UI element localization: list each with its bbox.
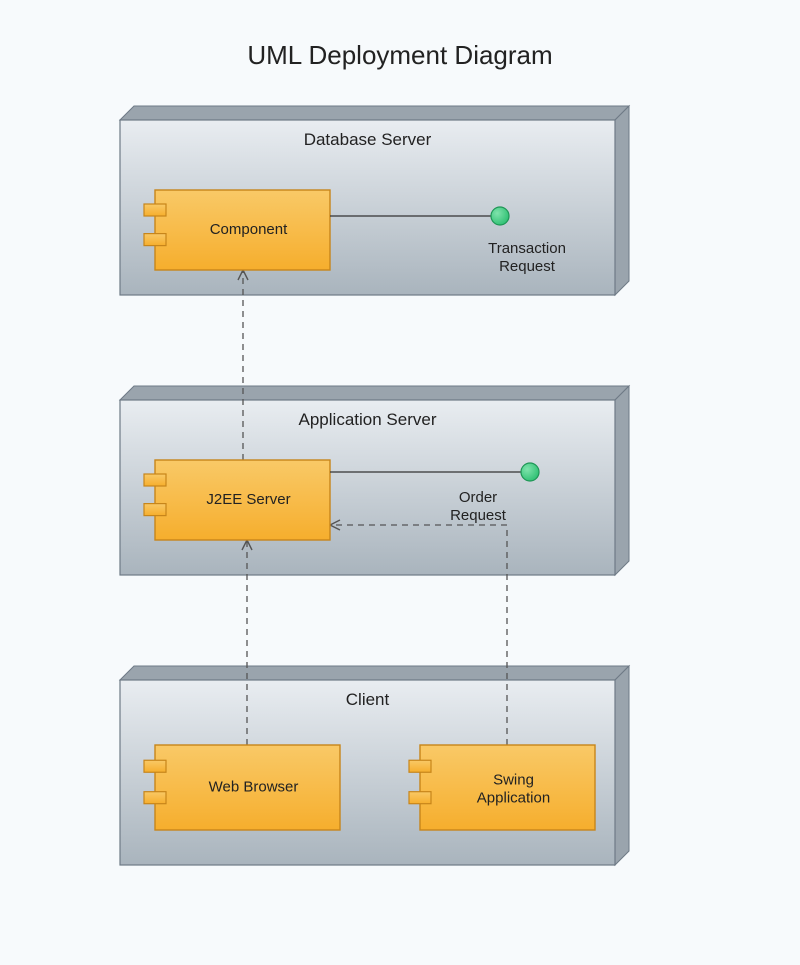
node-title-app: Application Server xyxy=(299,410,437,429)
component-label-db_comp: Component xyxy=(210,221,288,238)
node-title-client: Client xyxy=(346,690,390,709)
component-j2ee: J2EE Server xyxy=(144,460,330,540)
node-title-db: Database Server xyxy=(304,130,432,149)
diagram-stage: UML Deployment Diagram Database Server Ap… xyxy=(0,0,800,965)
component-web: Web Browser xyxy=(144,745,340,830)
diagram-svg: Database Server Application Server Client C… xyxy=(0,0,800,965)
component-swing: SwingApplication xyxy=(409,745,595,830)
interface-label-tx_req: TransactionRequest xyxy=(488,240,566,275)
component-label-web: Web Browser xyxy=(209,778,299,795)
diagram-title: UML Deployment Diagram xyxy=(0,40,800,71)
component-db_comp: Component xyxy=(144,190,330,270)
interface-ball-order_req xyxy=(521,463,539,481)
interface-ball-tx_req xyxy=(491,207,509,225)
component-label-j2ee: J2EE Server xyxy=(206,491,290,508)
